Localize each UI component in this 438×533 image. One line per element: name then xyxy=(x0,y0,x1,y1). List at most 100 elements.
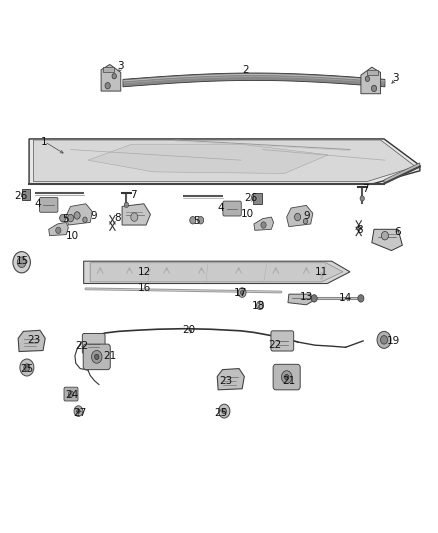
Circle shape xyxy=(20,359,34,376)
Polygon shape xyxy=(384,163,420,183)
Polygon shape xyxy=(361,67,381,94)
Polygon shape xyxy=(90,263,343,282)
FancyBboxPatch shape xyxy=(273,365,300,390)
Text: 26: 26 xyxy=(14,191,28,201)
Text: 10: 10 xyxy=(241,209,254,220)
FancyBboxPatch shape xyxy=(223,201,241,216)
Text: 7: 7 xyxy=(131,190,137,200)
Circle shape xyxy=(77,409,80,413)
Text: 23: 23 xyxy=(27,335,40,345)
Circle shape xyxy=(358,295,364,302)
Polygon shape xyxy=(217,368,244,390)
Text: 7: 7 xyxy=(362,184,369,195)
FancyBboxPatch shape xyxy=(253,193,262,204)
Circle shape xyxy=(238,288,246,297)
Text: 3: 3 xyxy=(117,61,124,70)
Circle shape xyxy=(303,219,307,224)
Text: 15: 15 xyxy=(16,256,29,266)
Text: 2: 2 xyxy=(242,65,248,75)
Circle shape xyxy=(95,354,99,360)
Circle shape xyxy=(371,85,377,92)
Circle shape xyxy=(24,364,30,371)
Circle shape xyxy=(67,214,74,222)
Text: 14: 14 xyxy=(339,293,352,303)
Circle shape xyxy=(56,227,61,233)
Circle shape xyxy=(240,290,244,295)
Text: 4: 4 xyxy=(218,203,225,213)
Text: 19: 19 xyxy=(387,336,400,346)
FancyBboxPatch shape xyxy=(83,344,110,369)
Text: 10: 10 xyxy=(66,231,79,241)
Text: 22: 22 xyxy=(268,340,282,350)
Circle shape xyxy=(285,374,289,379)
Circle shape xyxy=(360,196,364,201)
Text: 8: 8 xyxy=(114,213,121,223)
Circle shape xyxy=(222,408,226,414)
FancyBboxPatch shape xyxy=(271,331,293,351)
Polygon shape xyxy=(49,222,68,236)
Text: 25: 25 xyxy=(215,408,228,418)
Text: 9: 9 xyxy=(90,211,96,221)
Text: 5: 5 xyxy=(193,216,200,227)
Circle shape xyxy=(124,202,129,207)
Text: 3: 3 xyxy=(392,73,399,83)
Text: 21: 21 xyxy=(103,351,117,361)
Polygon shape xyxy=(372,229,403,251)
Text: 26: 26 xyxy=(244,193,257,204)
Circle shape xyxy=(92,351,102,364)
Circle shape xyxy=(261,222,266,228)
Polygon shape xyxy=(29,139,420,184)
Circle shape xyxy=(190,216,196,224)
Text: 27: 27 xyxy=(74,408,87,418)
FancyBboxPatch shape xyxy=(64,387,78,401)
Text: 20: 20 xyxy=(182,325,195,335)
Circle shape xyxy=(60,214,66,222)
Circle shape xyxy=(17,257,26,268)
Circle shape xyxy=(13,252,30,273)
Circle shape xyxy=(83,217,87,222)
Text: 23: 23 xyxy=(219,376,232,386)
Circle shape xyxy=(381,231,389,240)
Text: 8: 8 xyxy=(356,225,363,236)
Text: 24: 24 xyxy=(65,390,78,400)
Circle shape xyxy=(131,213,138,221)
Text: 5: 5 xyxy=(62,214,69,224)
Circle shape xyxy=(68,391,74,397)
Circle shape xyxy=(294,213,300,221)
Circle shape xyxy=(74,406,83,416)
Polygon shape xyxy=(84,261,350,284)
Text: 16: 16 xyxy=(138,283,152,293)
Circle shape xyxy=(219,404,230,418)
Text: 18: 18 xyxy=(252,301,265,311)
Circle shape xyxy=(311,295,317,302)
Circle shape xyxy=(74,212,80,219)
Text: 13: 13 xyxy=(300,292,313,302)
Polygon shape xyxy=(123,73,385,87)
FancyBboxPatch shape xyxy=(82,334,105,354)
Polygon shape xyxy=(288,294,313,305)
Circle shape xyxy=(257,301,264,310)
Circle shape xyxy=(282,370,292,383)
Text: 17: 17 xyxy=(233,288,247,298)
Circle shape xyxy=(198,216,204,224)
Text: 6: 6 xyxy=(394,227,400,237)
Polygon shape xyxy=(122,204,150,225)
Polygon shape xyxy=(287,205,313,227)
Text: 22: 22 xyxy=(75,341,88,351)
Text: 1: 1 xyxy=(41,136,48,147)
Polygon shape xyxy=(18,330,45,352)
Polygon shape xyxy=(66,204,92,225)
FancyBboxPatch shape xyxy=(39,197,58,212)
Circle shape xyxy=(365,76,370,82)
Polygon shape xyxy=(101,64,121,91)
Text: 21: 21 xyxy=(282,376,296,386)
FancyBboxPatch shape xyxy=(21,189,30,200)
Text: 9: 9 xyxy=(303,211,310,221)
Text: 12: 12 xyxy=(138,267,152,277)
Circle shape xyxy=(105,83,110,89)
Circle shape xyxy=(112,74,117,79)
Polygon shape xyxy=(88,144,328,173)
Circle shape xyxy=(377,332,391,349)
Text: 4: 4 xyxy=(35,199,41,209)
Text: 11: 11 xyxy=(315,267,328,277)
